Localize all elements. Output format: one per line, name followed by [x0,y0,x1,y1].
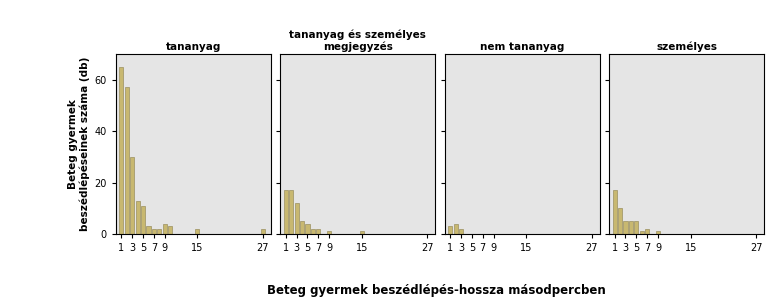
Bar [157,229,161,234]
Bar [645,229,649,234]
Title: tananyag és személyes
megjegyzés: tananyag és személyes megjegyzés [290,29,426,52]
Bar [289,190,293,234]
Bar [136,201,140,234]
Bar [629,221,633,234]
Bar [306,224,310,234]
Bar [459,229,463,234]
Bar [618,208,622,234]
Title: tananyag: tananyag [166,42,221,52]
Bar [624,221,628,234]
Bar [119,67,124,234]
Bar [147,226,151,234]
Title: nem tananyag: nem tananyag [480,42,564,52]
Bar [130,157,134,234]
Bar [360,231,364,234]
Bar [448,226,452,234]
Bar [453,224,458,234]
Bar [612,190,617,234]
Bar [300,221,304,234]
Bar [141,206,145,234]
Bar [195,229,199,234]
Bar [168,226,172,234]
Bar [656,231,660,234]
Title: személyes: személyes [656,41,717,52]
Bar [635,221,638,234]
Bar [283,190,288,234]
Bar [327,231,331,234]
Text: Beteg gyermek beszédlépés-hossza másodpercben: Beteg gyermek beszédlépés-hossza másodpe… [267,284,605,297]
Bar [317,229,320,234]
Bar [261,229,265,234]
Bar [124,87,129,234]
Bar [311,229,315,234]
Bar [152,229,156,234]
Y-axis label: Beteg gyermek
beszédlépéseinek száma (db): Beteg gyermek beszédlépéseinek száma (db… [68,57,90,231]
Bar [163,224,167,234]
Bar [295,203,299,234]
Bar [640,231,644,234]
